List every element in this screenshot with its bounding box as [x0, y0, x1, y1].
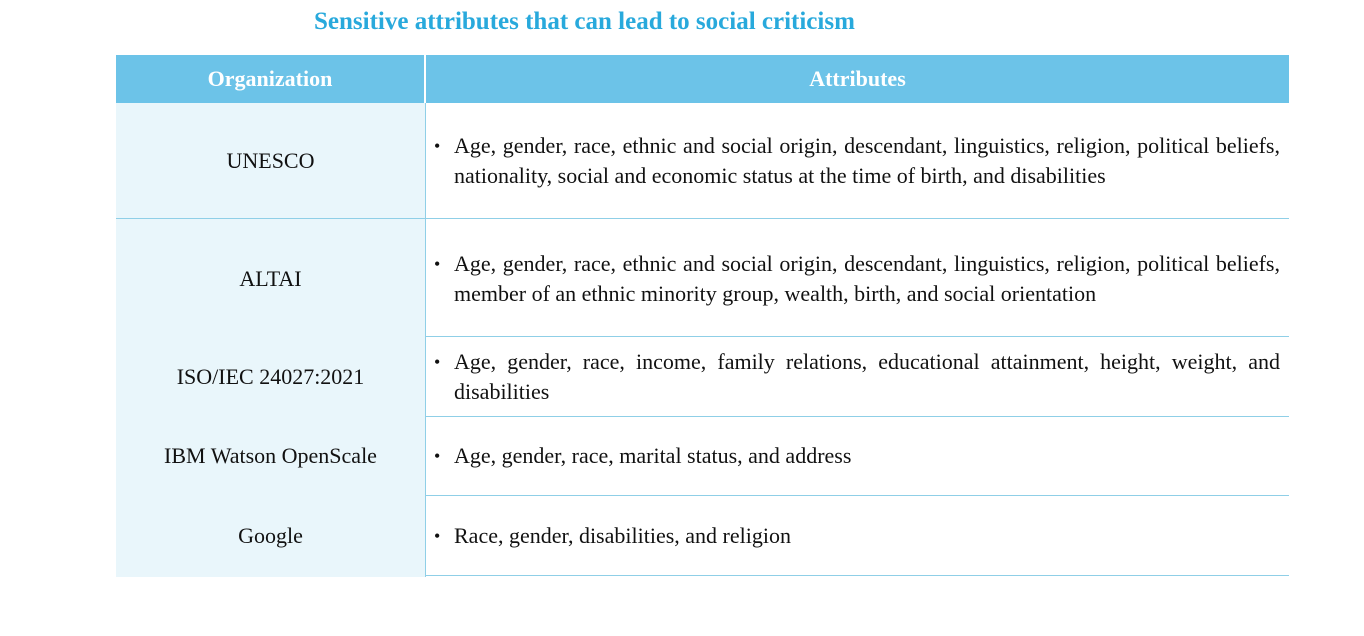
attributes-text: Age, gender, race, ethnic and social ori…	[454, 133, 1280, 188]
bullet-icon: •	[434, 136, 441, 156]
attributes-text: Age, gender, race, marital status, and a…	[454, 443, 852, 468]
bullet-icon: •	[434, 254, 441, 274]
row-divider	[116, 218, 425, 219]
row-divider	[426, 495, 1289, 496]
row-divider	[426, 218, 1289, 219]
row-divider	[426, 336, 1289, 337]
row-divider	[426, 416, 1289, 417]
header-organization: Organization	[207, 66, 333, 91]
attributes-cell-iso: • Age, gender, race, income, family rela…	[434, 347, 1280, 407]
organization-cell-google: Google	[238, 523, 303, 548]
attributes-text: Race, gender, disabilities, and religion	[454, 523, 791, 548]
organization-cell-altai: ALTAI	[239, 266, 302, 291]
header-divider	[424, 55, 426, 103]
attributes-cell-unesco: • Age, gender, race, ethnic and social o…	[434, 131, 1280, 191]
bullet-icon: •	[434, 352, 441, 372]
bullet-icon: •	[434, 526, 441, 546]
organization-cell-unesco: UNESCO	[226, 148, 315, 173]
table-bottom-rule	[426, 575, 1289, 576]
attributes-text: Age, gender, race, ethnic and social ori…	[454, 251, 1280, 306]
page-title: Sensitive attributes that can lead to so…	[314, 8, 855, 35]
attributes-cell-altai: • Age, gender, race, ethnic and social o…	[434, 249, 1280, 309]
organization-cell-ibm: IBM Watson OpenScale	[164, 443, 377, 468]
attributes-cell-ibm: • Age, gender, race, marital status, and…	[434, 441, 1280, 471]
bullet-icon: •	[434, 446, 441, 466]
organization-column: UNESCO ALTAI ISO/IEC 24027:2021 IBM Wats…	[116, 103, 426, 577]
attributes-cell-google: • Race, gender, disabilities, and religi…	[434, 521, 1280, 551]
header-attributes: Attributes	[809, 66, 906, 91]
attributes-text: Age, gender, race, income, family relati…	[454, 349, 1280, 404]
organization-cell-iso: ISO/IEC 24027:2021	[176, 364, 365, 389]
table-header: Organization Attributes	[116, 55, 1289, 103]
